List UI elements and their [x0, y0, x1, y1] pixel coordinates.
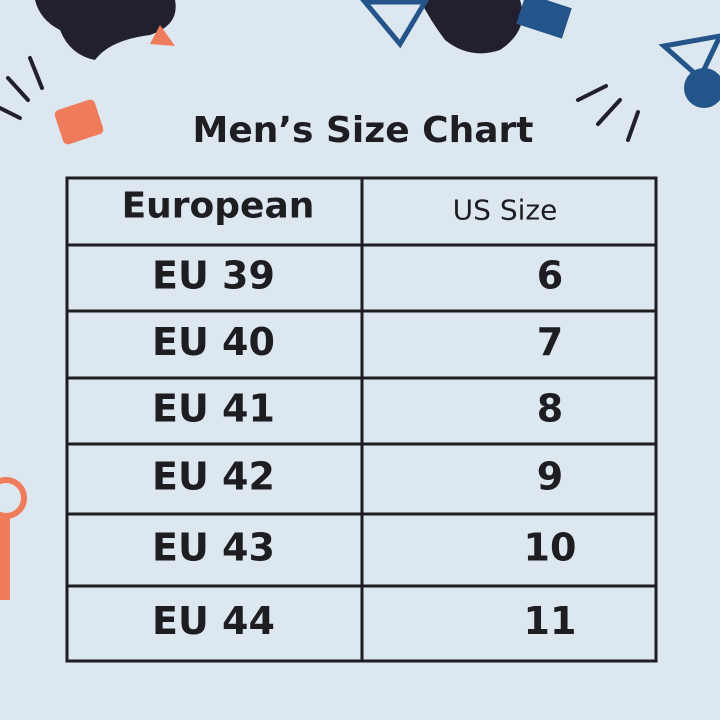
column-header: European: [122, 186, 315, 227]
cell: 7: [537, 320, 563, 364]
square: [54, 99, 104, 145]
triangle-outline: [360, 0, 430, 49]
triangle-outline-right: [658, 33, 720, 83]
blob: [35, 0, 176, 60]
cell: EU 42: [152, 455, 275, 499]
cell: 10: [524, 526, 577, 570]
cell: EU 43: [152, 526, 275, 570]
title: Men’s Size Chart: [193, 110, 534, 151]
circle: [684, 68, 720, 108]
cell: EU 44: [152, 599, 275, 643]
ticks-right: [576, 84, 640, 142]
cell: 8: [537, 387, 563, 431]
ticks-left: [0, 56, 44, 120]
cell: EU 41: [152, 387, 275, 431]
cell: 11: [524, 599, 577, 643]
blob-top: [420, 0, 523, 54]
cell: 6: [537, 254, 563, 298]
cell: EU 39: [152, 254, 275, 298]
cell: 9: [537, 455, 563, 499]
square-blue: [516, 0, 572, 39]
cell: EU 40: [152, 320, 275, 364]
column-header: US Size: [453, 194, 558, 227]
triangle: [150, 25, 175, 46]
bar-deco: [0, 514, 10, 600]
table: European US Size EU 39 6 EU 40 7 EU 41 8 EU 42 9 E…: [65, 176, 658, 663]
